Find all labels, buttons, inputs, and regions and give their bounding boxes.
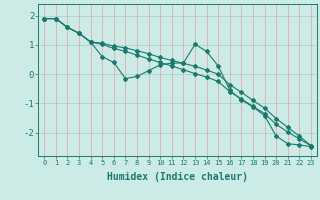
- X-axis label: Humidex (Indice chaleur): Humidex (Indice chaleur): [107, 172, 248, 182]
